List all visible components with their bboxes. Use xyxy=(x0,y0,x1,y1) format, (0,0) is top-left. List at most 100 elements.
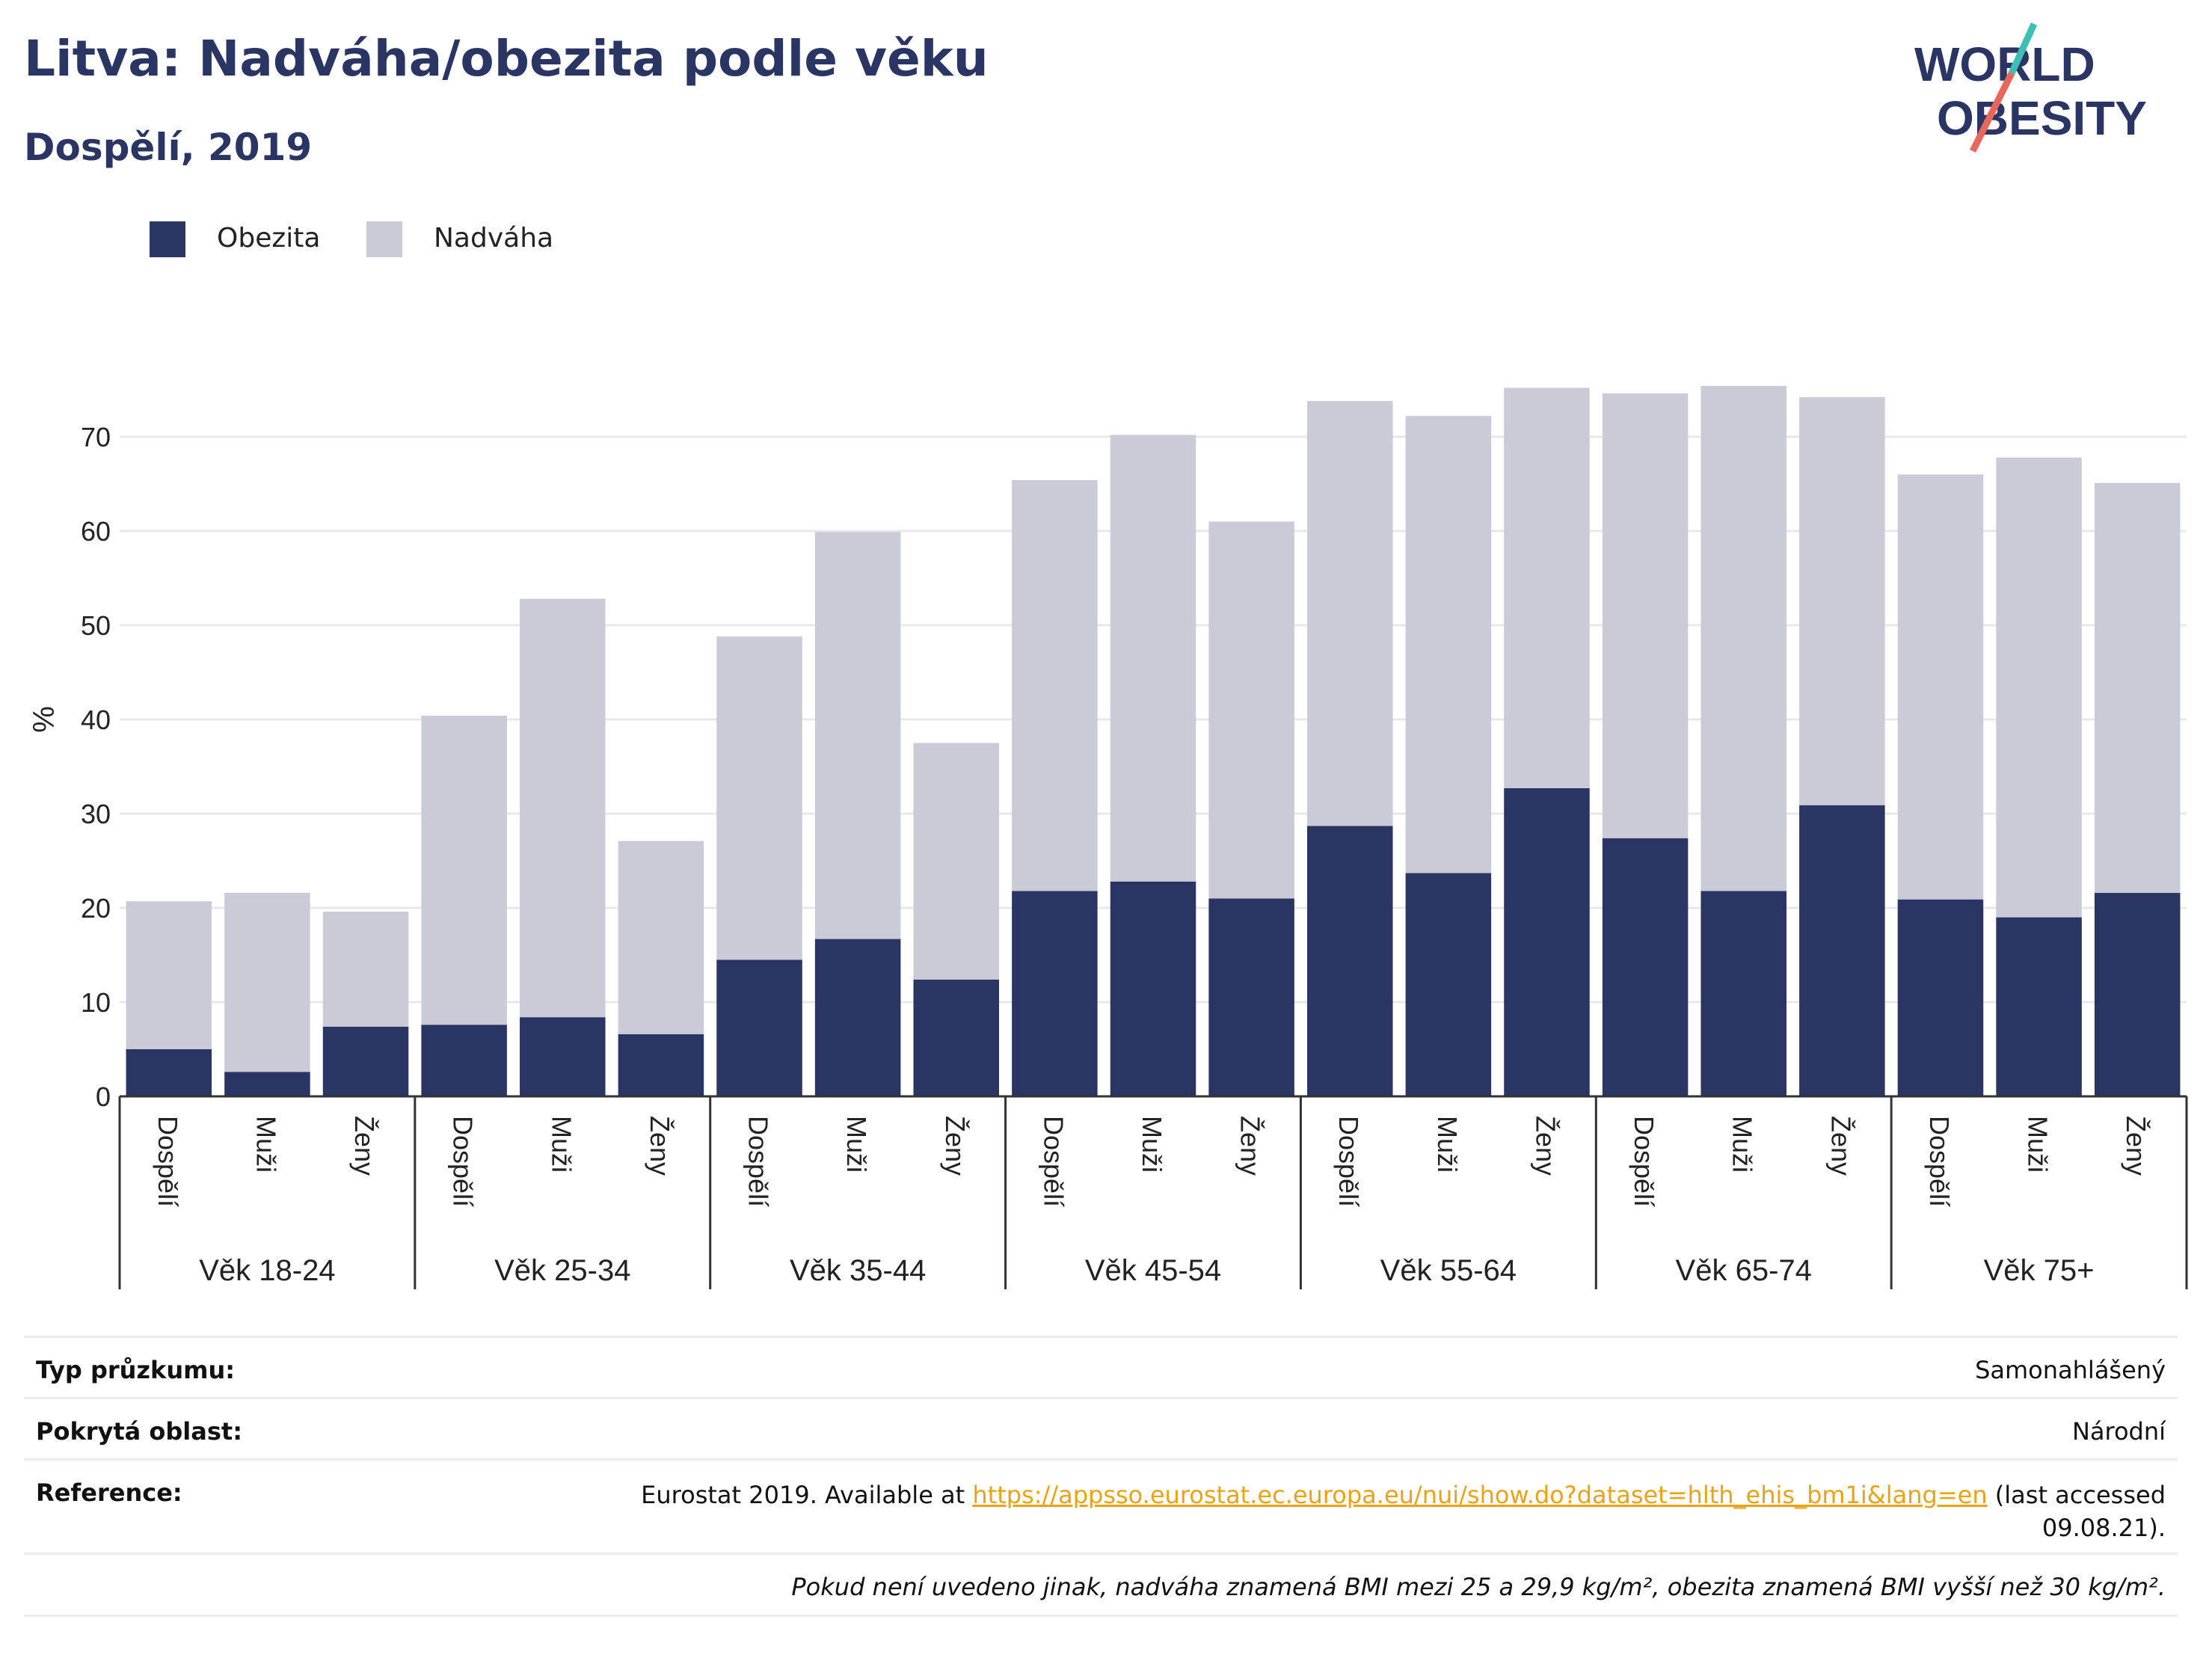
bar-obesity xyxy=(1405,873,1492,1096)
y-tick-label: 60 xyxy=(81,516,111,547)
info-row-note: Pokud není uvedeno jinak, nadváha znamen… xyxy=(24,1553,2178,1617)
legend-swatch-obesity xyxy=(150,221,185,257)
y-tick-label: 40 xyxy=(81,704,111,735)
reference-date: 09.08.21). xyxy=(2042,1514,2166,1542)
bar-overweight xyxy=(1897,474,1984,900)
stacked-bar-chart: 0 10 20 30 40 50 60 70% Dospělí Muži Ženy Věk 18-24… xyxy=(28,385,2188,1289)
bar-obesity xyxy=(2094,892,2181,1096)
bar-overweight xyxy=(1306,401,1393,826)
bar-obesity xyxy=(126,1049,212,1096)
x-group-label: Věk 55-64 xyxy=(1380,1254,1517,1287)
bar-obesity xyxy=(520,1017,606,1096)
world-obesity-logo: WORLD OBESITY xyxy=(1914,22,2147,153)
area-label: Pokrytá oblast: xyxy=(36,1417,242,1446)
definition-note: Pokud není uvedeno jinak, nadváha znamen… xyxy=(791,1573,2166,1601)
bar-overweight xyxy=(814,532,901,939)
bar-obesity xyxy=(322,1026,409,1096)
bar-obesity xyxy=(716,959,802,1096)
bar-overweight xyxy=(913,743,1000,980)
survey-type-label: Typ průzkumu: xyxy=(36,1356,236,1384)
x-group-label: Věk 25-34 xyxy=(494,1254,630,1287)
x-category-label: Dospělí xyxy=(1629,1116,1659,1207)
bar-overweight xyxy=(126,901,212,1049)
x-category-label: Dospělí xyxy=(743,1116,774,1207)
x-category-label: Ženy xyxy=(1825,1116,1856,1176)
logo-line2: OBESITY xyxy=(1937,91,2147,145)
chart-title: Litva: Nadváha/obezita podle věku xyxy=(24,30,989,87)
bar-obesity xyxy=(913,979,1000,1096)
x-category-label: Muži xyxy=(2023,1116,2053,1173)
info-row-survey: Typ průzkumu: Samonahlášený xyxy=(24,1336,2178,1398)
reference-text: Eurostat 2019. Available at xyxy=(641,1481,973,1509)
bar-obesity xyxy=(618,1034,704,1096)
x-group-label: Věk 45-54 xyxy=(1085,1254,1221,1287)
bar-overweight xyxy=(716,636,802,960)
bar-overweight xyxy=(1504,387,1590,788)
x-group-label: Věk 35-44 xyxy=(790,1254,926,1287)
x-category-label: Ženy xyxy=(2121,1116,2151,1176)
bar-overweight xyxy=(1602,393,1689,838)
x-category-label: Ženy xyxy=(1235,1116,1266,1176)
y-tick-label: 70 xyxy=(81,422,111,452)
bar-overweight xyxy=(2094,482,2181,893)
y-axis-label: % xyxy=(28,706,61,733)
bar-overweight xyxy=(1012,479,1098,891)
area-value: Národní xyxy=(2071,1417,2166,1446)
bar-overweight xyxy=(1799,397,1885,805)
x-category-label: Ženy xyxy=(940,1116,971,1176)
bar-obesity xyxy=(1110,881,1196,1096)
x-category-label: Ženy xyxy=(645,1116,675,1176)
logo-slash-teal xyxy=(2008,22,2038,75)
x-category-label: Dospělí xyxy=(448,1116,479,1207)
bar-obesity xyxy=(1012,891,1098,1096)
legend-label-obesity: Obezita xyxy=(217,223,321,254)
y-tick-label: 20 xyxy=(81,893,111,924)
x-group-label: Věk 18-24 xyxy=(199,1254,335,1287)
bar-obesity xyxy=(1208,898,1294,1096)
bar-overweight xyxy=(322,912,409,1027)
info-row-reference: Reference: Eurostat 2019. Available at h… xyxy=(24,1458,2178,1553)
x-category-label: Ženy xyxy=(1530,1116,1561,1176)
info-row-area: Pokrytá oblast: Národní xyxy=(24,1397,2178,1459)
x-group-label: Věk 75+ xyxy=(1984,1254,2095,1287)
x-group-label: Věk 65-74 xyxy=(1676,1254,1812,1287)
bar-overweight xyxy=(618,841,704,1034)
x-category-label: Dospělí xyxy=(1333,1116,1364,1207)
bar-overweight xyxy=(1996,457,2082,918)
bar-overweight xyxy=(1405,416,1492,873)
bar-overweight xyxy=(1110,435,1196,882)
chart-subtitle: Dospělí, 2019 xyxy=(24,126,313,169)
x-category-label: Ženy xyxy=(349,1116,380,1176)
bar-obesity xyxy=(1602,838,1689,1096)
x-category-label: Dospělí xyxy=(1924,1116,1955,1207)
bar-obesity xyxy=(224,1072,310,1096)
bar-obesity xyxy=(1996,917,2082,1096)
reference-accessed: (last accessed xyxy=(1987,1481,2166,1509)
y-tick-label: 0 xyxy=(96,1081,111,1112)
x-category-label: Muži xyxy=(1432,1116,1463,1173)
bar-overweight xyxy=(1701,385,1787,891)
reference-label: Reference: xyxy=(36,1479,182,1507)
bar-obesity xyxy=(1897,899,1984,1096)
x-category-label: Muži xyxy=(251,1116,281,1173)
bar-obesity xyxy=(1701,891,1787,1096)
bar-obesity xyxy=(1799,805,1885,1096)
legend-label-overweight: Nadváha xyxy=(434,223,554,254)
x-category-label: Muži xyxy=(1727,1116,1758,1173)
survey-type-value: Samonahlášený xyxy=(1975,1356,2166,1384)
x-category-label: Muži xyxy=(841,1116,872,1173)
y-tick-label: 30 xyxy=(81,799,111,829)
bar-overweight xyxy=(421,715,507,1025)
bar-obesity xyxy=(1504,787,1590,1096)
y-tick-label: 10 xyxy=(81,987,111,1018)
bar-obesity xyxy=(421,1025,507,1096)
reference-value: Eurostat 2019. Available at https://apps… xyxy=(641,1479,2166,1544)
x-category-label: Muži xyxy=(546,1116,577,1173)
x-category-label: Dospělí xyxy=(1038,1116,1069,1207)
legend-swatch-overweight xyxy=(366,221,402,257)
bar-overweight xyxy=(520,598,606,1018)
x-category-label: Dospělí xyxy=(153,1116,183,1207)
bar-overweight xyxy=(224,892,310,1072)
reference-link[interactable]: https://appsso.eurostat.ec.europa.eu/nui… xyxy=(972,1481,1988,1509)
y-tick-label: 50 xyxy=(81,610,111,641)
